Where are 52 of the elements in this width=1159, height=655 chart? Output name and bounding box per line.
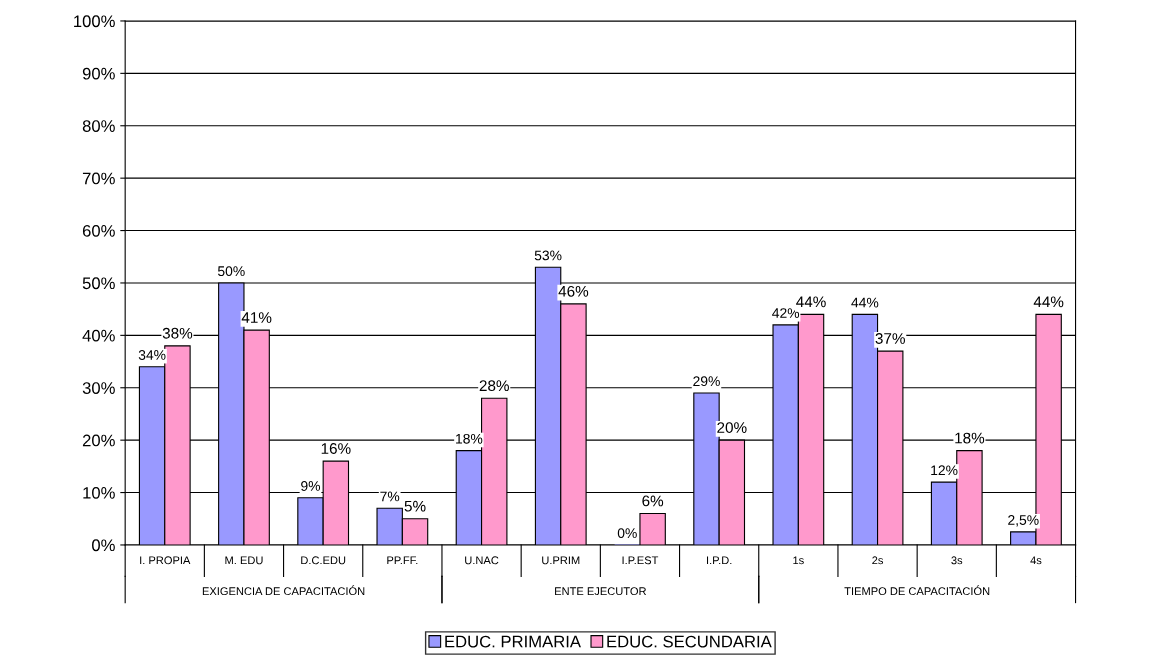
x-tick-label: I. PROPIA (140, 556, 191, 565)
data-label: 29% (693, 376, 720, 387)
x-tick-label: I.P.D. (707, 556, 732, 565)
data-label: 50% (217, 266, 245, 277)
data-label: 2,5% (1008, 515, 1039, 527)
data-label: 16% (321, 443, 351, 454)
x-tick-label: 3s (951, 556, 963, 565)
y-tick-label: 40% (82, 329, 115, 342)
data-label: 12% (931, 465, 958, 476)
data-label: 37% (875, 333, 905, 344)
y-tick-label: 0% (92, 539, 115, 552)
x-tick-label: 4s (1030, 556, 1042, 565)
data-label: 6% (642, 495, 664, 507)
data-label: 9% (301, 481, 321, 491)
x-tick-label: U.NAC (465, 556, 499, 565)
data-label: 20% (717, 422, 747, 433)
data-label: 38% (162, 327, 193, 339)
data-label: 5% (404, 500, 426, 512)
data-label: 44% (1033, 296, 1064, 308)
x-tick-label: M. EDU (225, 556, 263, 565)
data-label: 41% (241, 312, 272, 323)
y-tick-label: 10% (83, 486, 115, 499)
y-tick-label: 30% (82, 382, 115, 394)
x-tick-label: U.PRIM (542, 556, 580, 565)
data-label: 53% (534, 250, 562, 261)
data-label: 7% (380, 491, 400, 502)
data-label: 18% (456, 433, 483, 444)
x-tick-label: 1s (793, 556, 804, 565)
data-label: 42% (772, 308, 800, 318)
x-tick-label: 2s (872, 556, 884, 565)
text: TIEMPO DE CAPACITACIÓN (844, 585, 990, 596)
y-tick-label: 60% (82, 224, 115, 237)
data-label: 0% (617, 528, 637, 539)
legend-label: EDUC. SECUNDARIA (607, 635, 772, 648)
text: ENTE EJECUTOR (555, 587, 647, 596)
data-label: 34% (138, 350, 166, 360)
data-label: 46% (558, 285, 589, 297)
x-tick-label: D.C.EDU (301, 556, 346, 565)
data-label: 44% (851, 297, 879, 308)
x-tick-label: PP.FF. (387, 556, 418, 565)
data-label: 44% (796, 296, 826, 308)
y-tick-label: 50% (82, 277, 115, 290)
data-label: 28% (479, 380, 509, 392)
y-tick-label: 70% (82, 172, 115, 185)
text: EXIGENCIA DE CAPACITACIÓN (202, 585, 365, 596)
y-tick-label: 20% (82, 434, 115, 447)
y-tick-label: 90% (82, 67, 115, 80)
y-tick-label: 100% (74, 15, 115, 28)
y-tick-label: 80% (82, 120, 115, 132)
legend-label: EDUC. PRIMARIA (445, 635, 581, 648)
x-tick-label: I.P.EST (622, 556, 659, 565)
data-label: 18% (955, 432, 985, 444)
